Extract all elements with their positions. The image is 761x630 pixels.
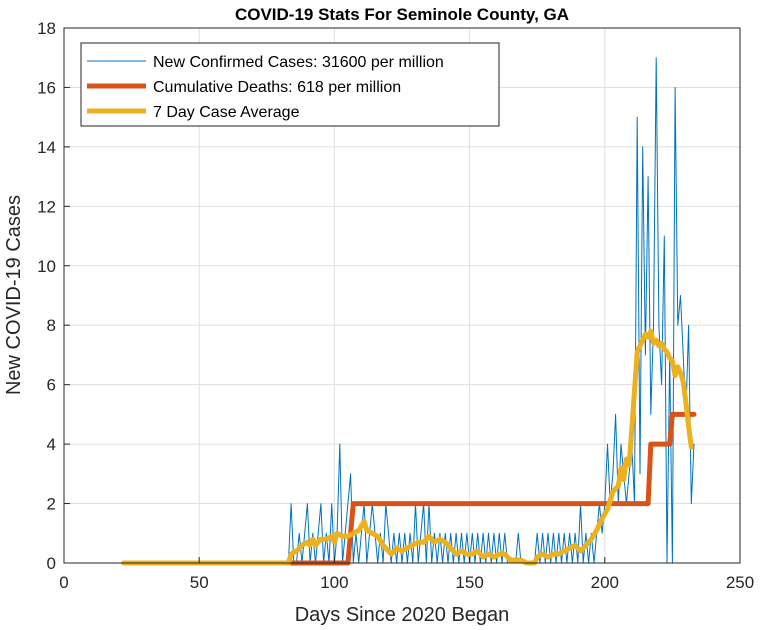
y-tick-label: 8 [47, 316, 56, 335]
y-tick-label: 12 [37, 197, 56, 216]
x-tick-label: 50 [190, 573, 209, 592]
x-tick-label: 250 [726, 573, 754, 592]
y-tick-label: 6 [47, 376, 56, 395]
plot-border [63, 27, 741, 564]
legend-label: 7 Day Case Average [153, 104, 300, 121]
x-tick-label: 100 [320, 573, 348, 592]
y-tick-label: 10 [37, 257, 56, 276]
legend-label: Cumulative Deaths: 618 per million [153, 79, 401, 96]
y-tick-label: 0 [47, 554, 56, 573]
y-tick-label: 14 [37, 138, 56, 157]
legend: New Confirmed Cases: 31600 per million Cu… [80, 42, 500, 127]
legend-box [80, 42, 500, 127]
chart-title: COVID-19 Stats For Seminole County, GA [235, 5, 569, 24]
x-tick-label: 200 [591, 573, 619, 592]
x-axis-label: Days Since 2020 Began [295, 604, 510, 626]
series-7-day-average [121, 328, 694, 566]
y-tick-label: 4 [47, 435, 56, 454]
series-layer [121, 57, 697, 566]
y-axis-label: New COVID-19 Cases [3, 195, 25, 395]
y-tick-label: 2 [47, 495, 56, 514]
x-tick-label: 150 [455, 573, 483, 592]
x-tick-label: 0 [59, 573, 68, 592]
tick-layer: 0 50 100 150 200 250 0 2 4 6 8 10 12 14 16 18 [37, 19, 754, 592]
y-tick-label: 18 [37, 19, 56, 38]
series-cumulative-deaths [288, 411, 697, 566]
legend-label: New Confirmed Cases: 31600 per million [153, 54, 444, 71]
y-tick-label: 16 [37, 78, 56, 97]
